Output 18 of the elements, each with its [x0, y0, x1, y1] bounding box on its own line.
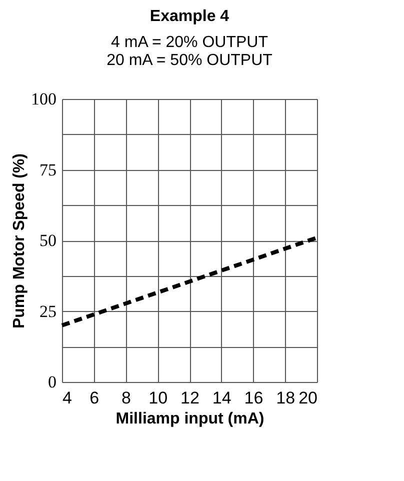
x-tick-label: 16	[244, 388, 264, 408]
x-tick-label: 6	[90, 388, 100, 408]
x-tick-label: 8	[122, 388, 131, 408]
y-tick-label: 100	[31, 90, 56, 108]
x-tick-label: 12	[180, 388, 200, 408]
y-axis-title: Pump Motor Speed (%)	[11, 153, 28, 329]
x-axis-title: Milliamp input (mA)	[116, 410, 264, 428]
x-tick-label: 10	[148, 388, 168, 408]
x-tick-label: 18	[276, 388, 296, 408]
y-tick-label: 25	[40, 302, 56, 321]
y-tick-label: 0	[48, 372, 56, 392]
x-tick-label: 14	[212, 388, 232, 408]
y-tick-label: 75	[40, 160, 56, 180]
chart-title: Example 4	[150, 8, 230, 25]
x-tick-label: 20	[298, 388, 318, 408]
x-tick-label: 4	[62, 388, 72, 408]
y-tick-label: 50	[40, 231, 56, 250]
chart-subtitle: 4 mA = 20% OUTPUT 20 mA = 50% OUTPUT	[106, 34, 273, 69]
